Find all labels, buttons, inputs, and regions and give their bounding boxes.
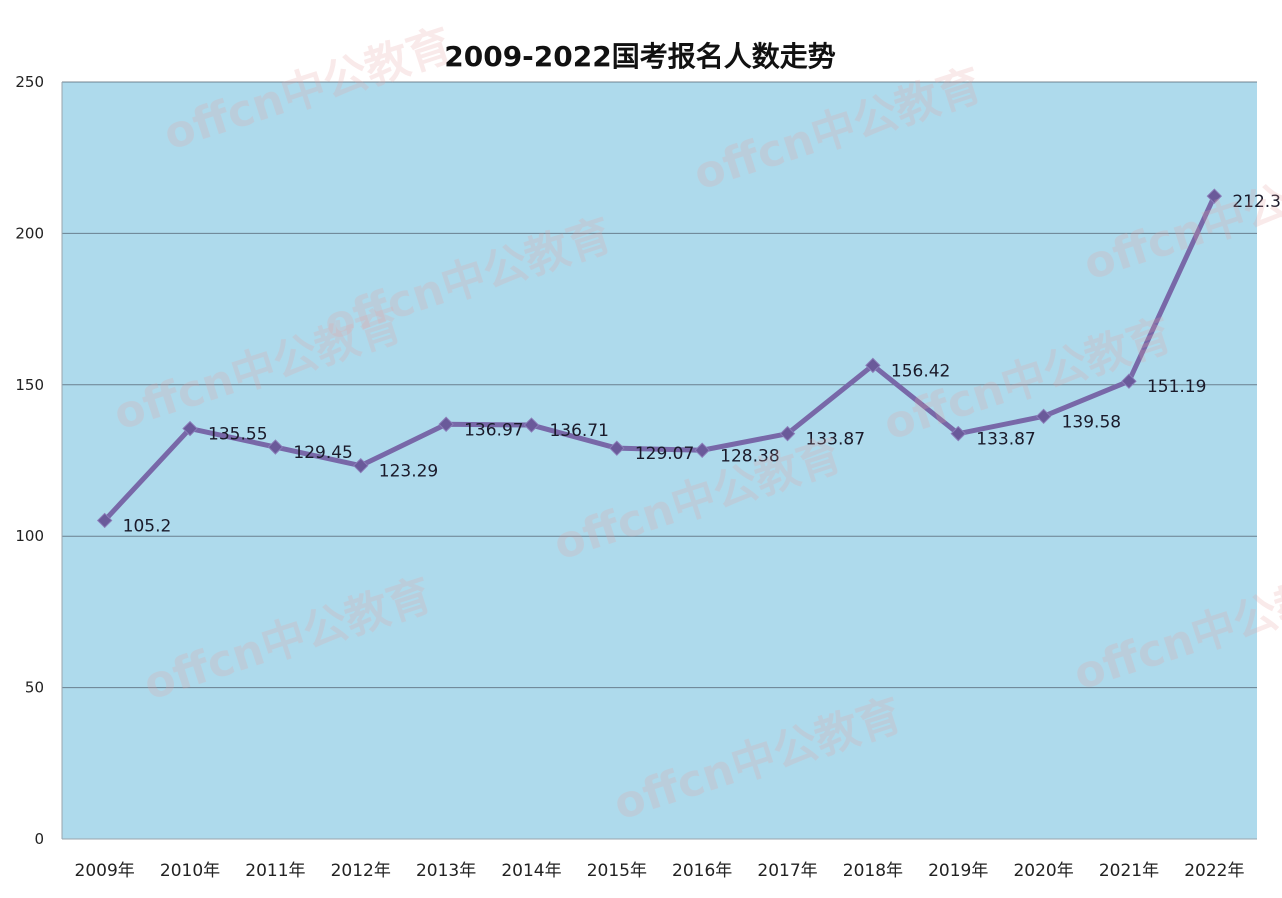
x-tick-label: 2013年 — [416, 861, 476, 881]
x-tick-label: 2015年 — [587, 861, 647, 881]
y-tick-label: 250 — [15, 73, 44, 91]
data-label: 136.71 — [549, 421, 608, 441]
data-label: 123.29 — [379, 462, 438, 482]
y-tick-label: 100 — [15, 527, 44, 545]
x-tick-label: 2018年 — [843, 861, 903, 881]
data-label: 129.07 — [635, 444, 694, 464]
data-point — [865, 357, 881, 374]
data-label: 135.55 — [208, 425, 267, 445]
data-label: 129.45 — [293, 443, 352, 463]
data-label: 105.2 — [123, 516, 172, 536]
data-point — [1035, 408, 1052, 425]
plot-area — [62, 82, 1257, 839]
x-tick-label: 2021年 — [1099, 861, 1159, 881]
y-tick-label: 0 — [34, 830, 44, 848]
data-label: 156.42 — [891, 361, 950, 381]
x-tick-label: 2016年 — [672, 861, 732, 881]
x-tick-label: 2012年 — [331, 861, 391, 881]
axes: 0 50 100 150 200 250 2009年 2010年 2011年 2012年 2013年… — [15, 73, 1257, 881]
data-point — [1206, 188, 1223, 204]
x-tick-label: 2014年 — [501, 861, 561, 881]
data-label: 133.87 — [806, 430, 865, 450]
data-point — [1121, 373, 1137, 389]
data-point — [694, 442, 710, 458]
data-point — [779, 425, 796, 442]
data-point — [96, 512, 113, 529]
y-tick-label: 150 — [15, 376, 44, 394]
series-line-path — [102, 193, 1217, 523]
data-labels: 105.2 135.55 129.45 123.29 136.97 136.71 129.0… — [123, 192, 1281, 536]
data-label: 212.3 — [1232, 192, 1281, 212]
x-tick-label: 2022年 — [1184, 861, 1244, 881]
y-tick-label: 200 — [15, 224, 44, 242]
y-tick-label: 50 — [25, 679, 44, 697]
x-tick-label: 2017年 — [757, 861, 817, 881]
data-label: 133.87 — [976, 430, 1035, 450]
data-point — [950, 425, 966, 442]
chart-title: 2009-2022国考报名人数走势 — [444, 40, 835, 73]
data-point — [267, 439, 284, 455]
x-tick-label: 2020年 — [1013, 861, 1073, 881]
data-label: 151.19 — [1147, 377, 1206, 397]
data-point — [353, 457, 369, 474]
data-point — [438, 416, 454, 432]
data-point — [609, 440, 625, 456]
series-line — [102, 193, 1217, 523]
data-point — [182, 420, 198, 437]
x-tick-label: 2009年 — [75, 861, 135, 881]
x-tick-label: 2019年 — [928, 861, 988, 881]
data-label: 139.58 — [1062, 412, 1121, 432]
x-tick-label: 2010年 — [160, 861, 220, 881]
data-label: 136.97 — [464, 420, 523, 440]
data-point — [523, 417, 540, 433]
data-markers — [96, 188, 1223, 529]
gridlines — [62, 81, 1257, 689]
x-tick-label: 2011年 — [245, 861, 305, 881]
data-label: 128.38 — [720, 446, 779, 466]
